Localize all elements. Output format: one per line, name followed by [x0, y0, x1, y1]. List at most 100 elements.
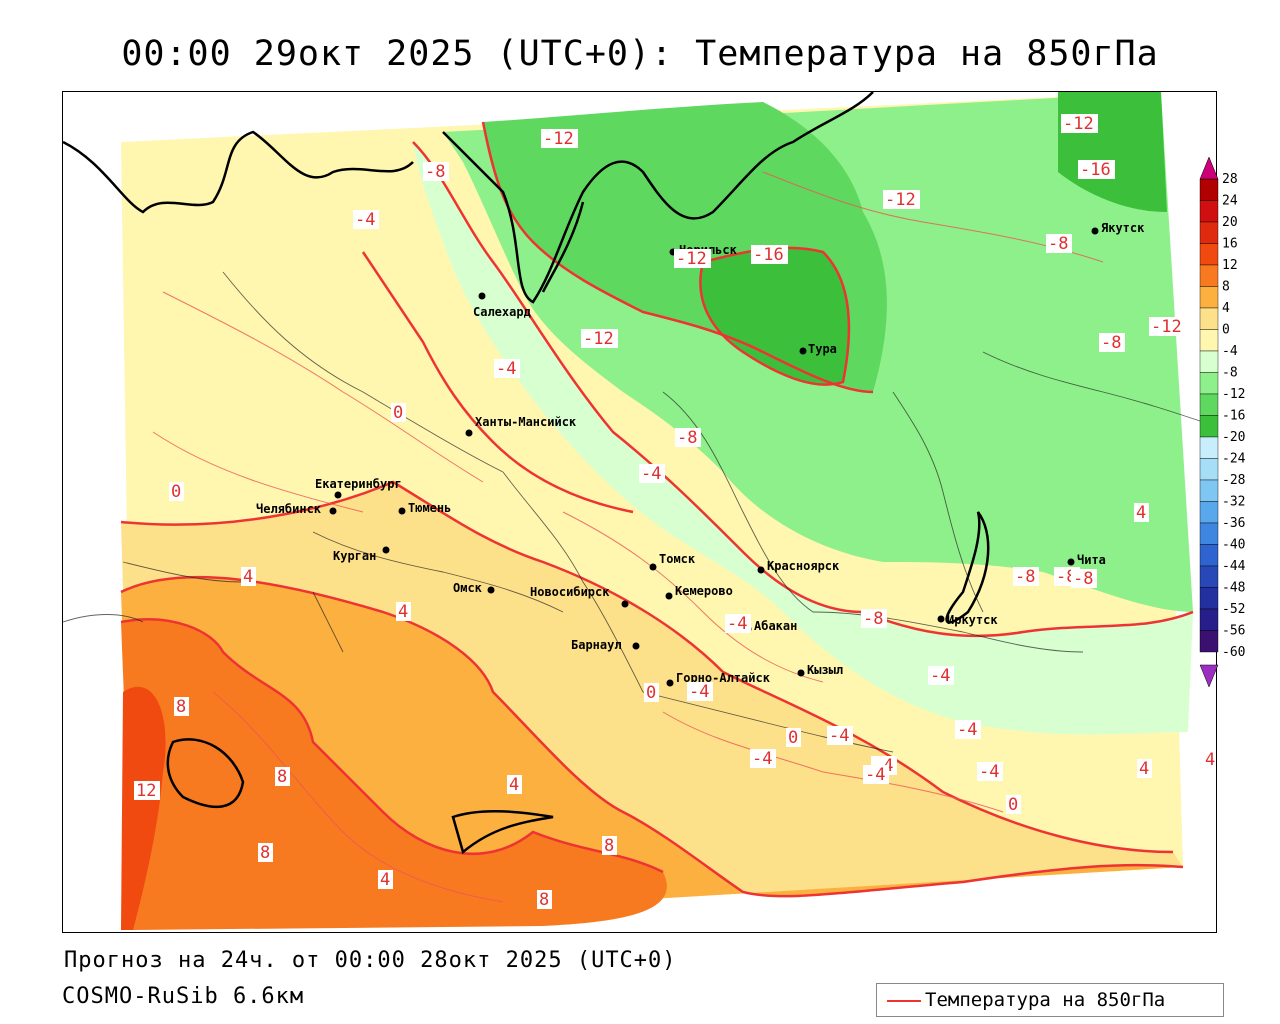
colorbar-tick-label: -4	[1222, 344, 1238, 359]
svg-text:-4: -4	[957, 720, 977, 740]
colorbar-segment	[1199, 329, 1219, 352]
contour-label: -8	[1099, 333, 1125, 353]
colorbar-segment	[1199, 587, 1219, 610]
city-khanty-mansiysk: Ханты-Мансийск	[465, 415, 577, 437]
contour-label: -16	[1078, 160, 1115, 180]
colorbar-tick-label: -28	[1222, 473, 1245, 488]
colorbar-tick-label: 4	[1222, 301, 1230, 316]
city-chelyabinsk: Челябинск	[256, 502, 337, 516]
city-tura: Тура	[799, 342, 837, 356]
svg-text:8: 8	[539, 890, 549, 910]
contour-label: 8	[258, 843, 273, 863]
svg-text:-4: -4	[496, 359, 516, 379]
svg-text:Красноярск: Красноярск	[767, 559, 840, 573]
contour-label: -4	[977, 762, 1003, 782]
coastlines	[63, 92, 990, 855]
contour-label: 4	[396, 602, 411, 622]
svg-text:-4: -4	[829, 726, 849, 746]
svg-text:Екатеринбург: Екатеринбург	[315, 477, 402, 491]
svg-text:-8: -8	[1073, 569, 1093, 589]
colorbar-tick-label: -12	[1222, 387, 1245, 402]
contour-label: 4	[1203, 750, 1216, 770]
contour-label: -4	[725, 614, 751, 634]
contour-label: -8	[1013, 567, 1039, 587]
contour-label: 4	[241, 567, 256, 587]
contour-label: 4	[378, 870, 393, 890]
colorbar-segment	[1199, 178, 1219, 201]
thin-isolines	[152, 171, 1104, 903]
svg-text:0: 0	[393, 403, 403, 423]
svg-text:-4: -4	[641, 464, 661, 484]
contour-labels: -12 -8 -4 -12 -16 -12 -16 -8 -12 -12 -4 -12 0 -8 -4 0 4 4…	[134, 114, 1216, 910]
colorbar-segment	[1199, 200, 1219, 223]
svg-text:4: 4	[1205, 750, 1215, 770]
colorbar-tick-label: -52	[1222, 602, 1245, 617]
svg-text:-4: -4	[865, 765, 885, 785]
colorbar-tick-label: 12	[1222, 258, 1238, 273]
contour-label: 8	[174, 697, 189, 717]
colorbar-bottom-arrow	[1199, 664, 1219, 688]
svg-text:Иркутск: Иркутск	[947, 613, 998, 627]
svg-text:-4: -4	[727, 614, 747, 634]
colorbar-tick-label: -56	[1222, 624, 1245, 639]
svg-text:4: 4	[509, 775, 519, 795]
svg-text:Томск: Томск	[659, 552, 696, 566]
city-kurgan: Курган	[333, 546, 390, 563]
contour-label: 12	[134, 781, 160, 801]
contour-label: -4	[353, 210, 379, 230]
svg-text:8: 8	[176, 697, 186, 717]
colorbar-segment	[1199, 372, 1219, 395]
colorbar-segment	[1199, 286, 1219, 309]
svg-text:Кемерово: Кемерово	[675, 584, 733, 598]
svg-text:-12: -12	[1063, 114, 1094, 134]
model-name: COSMO-RuSib 6.6км	[62, 984, 305, 1009]
svg-text:-12: -12	[1151, 317, 1182, 337]
zone-cool-m4-m8	[413, 142, 1193, 735]
city-yakutsk: Якутск	[1091, 221, 1145, 235]
svg-text:-12: -12	[676, 249, 707, 269]
colorbar-segment	[1199, 415, 1219, 438]
contour-label: -8	[675, 428, 701, 448]
svg-text:4: 4	[398, 602, 408, 622]
temperature-colorbar: 28 24 20 16 12 8 4 0 -4 -8 -12 -16 -20 -24 -28 -32 -36 -4…	[1199, 157, 1246, 688]
svg-text:8: 8	[604, 836, 614, 856]
colorbar-tick-label: 24	[1222, 194, 1238, 209]
svg-text:-4: -4	[930, 666, 950, 686]
svg-text:Чита: Чита	[1077, 553, 1106, 567]
contour-label: -4	[827, 726, 853, 746]
contour-label: -4	[687, 682, 713, 702]
svg-text:-12: -12	[543, 129, 574, 149]
contour-label: 8	[275, 767, 290, 787]
svg-text:8: 8	[260, 843, 270, 863]
contour-label: 4	[1134, 503, 1149, 523]
svg-text:4: 4	[380, 870, 390, 890]
temperature-map: Салехард Норильск Тура Якутск Ханты-Манс…	[62, 91, 1217, 933]
contour-label: 4	[1137, 759, 1152, 779]
svg-text:-4: -4	[752, 749, 772, 769]
svg-text:-16: -16	[1080, 160, 1111, 180]
contour-label: -4	[639, 464, 665, 484]
contour-label: -12	[674, 249, 711, 269]
svg-text:-8: -8	[425, 162, 445, 182]
city-irkutsk: Иркутск	[937, 613, 998, 627]
colorbar-segment	[1199, 522, 1219, 545]
colorbar-tick-label: -48	[1222, 581, 1245, 596]
contour-label: -4	[750, 749, 776, 769]
colorbar-tick-label: 20	[1222, 215, 1238, 230]
svg-text:Салехард: Салехард	[473, 305, 531, 319]
city-yekaterinburg: Екатеринбург	[315, 477, 402, 499]
contour-label: -8	[1071, 569, 1097, 589]
svg-text:-4: -4	[689, 682, 709, 702]
city-tyumen: Тюмень	[398, 501, 451, 515]
colorbar-tick-label: -36	[1222, 516, 1245, 531]
colorbar-segment	[1199, 436, 1219, 459]
city-tomsk: Томск	[649, 552, 696, 571]
colorbar-tick-label: 8	[1222, 280, 1230, 295]
svg-text:Тура: Тура	[808, 342, 837, 356]
contour-label: -12	[581, 329, 618, 349]
contour-label: 8	[537, 890, 552, 910]
colorbar-tick-label: -16	[1222, 409, 1245, 424]
svg-text:-8: -8	[1048, 234, 1068, 254]
svg-text:-16: -16	[753, 245, 784, 265]
colorbar-segment	[1199, 544, 1219, 567]
